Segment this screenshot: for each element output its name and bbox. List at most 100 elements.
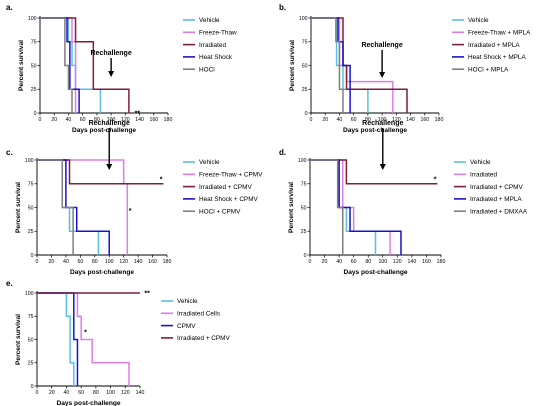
legend-label: Irradiated + CPMV xyxy=(199,184,252,191)
x-tick-label: 140 xyxy=(408,259,417,265)
y-tick-label: 0 xyxy=(34,111,37,117)
legend-label: HOCl xyxy=(199,66,215,73)
survival-line-3 xyxy=(310,159,438,185)
x-tick-label: 80 xyxy=(365,117,371,123)
survival-line-5 xyxy=(311,17,344,113)
survival-line-4 xyxy=(311,17,351,113)
x-tick-label: 20 xyxy=(49,259,55,265)
y-tick-label: 75 xyxy=(28,314,34,320)
x-tick-label: 120 xyxy=(121,117,130,123)
significance-mark: * xyxy=(84,330,87,337)
legend-label: Freeze-Thaw + MPLA xyxy=(468,30,531,37)
x-axis-title: Days post-challenge xyxy=(72,127,136,134)
x-tick-label: 140 xyxy=(136,390,145,396)
legend-label: CPMV xyxy=(177,323,196,330)
rechallenge-arrow-head xyxy=(379,164,386,170)
x-tick-label: 100 xyxy=(106,390,115,396)
x-tick-label: 180 xyxy=(437,259,446,265)
x-tick-label: 20 xyxy=(49,390,55,396)
panel-letter: d. xyxy=(279,148,286,157)
survival-line-4 xyxy=(310,159,402,255)
x-tick-label: 0 xyxy=(310,117,313,123)
x-tick-label: 20 xyxy=(51,117,57,123)
legend-label: Vehicle xyxy=(468,17,489,24)
survival-panel-3: c. 0 25 50 75 100 0 20 40 60 80 100 120 140 160 180 Days… xyxy=(6,120,263,276)
y-tick-label: 25 xyxy=(31,87,37,93)
x-axis-title: Days post-challenge xyxy=(56,400,120,406)
y-tick-label: 75 xyxy=(301,182,307,188)
rechallenge-arrow-head xyxy=(108,71,115,77)
x-tick-label: 40 xyxy=(336,259,342,265)
x-tick-label: 180 xyxy=(435,117,444,123)
y-tick-label: 50 xyxy=(28,337,34,343)
x-tick-label: 60 xyxy=(351,117,357,123)
legend-label: Irradiated + MPLA xyxy=(468,42,520,49)
x-tick-label: 60 xyxy=(80,117,86,123)
y-tick-label: 25 xyxy=(28,229,34,235)
y-tick-label: 100 xyxy=(25,158,34,164)
legend-label: Irradiated + DMXAA xyxy=(470,208,528,215)
x-tick-label: 180 xyxy=(164,117,173,123)
y-tick-label: 50 xyxy=(302,63,308,69)
panel-letter: c. xyxy=(6,148,13,157)
survival-line-4 xyxy=(40,17,80,113)
survival-line-2 xyxy=(37,159,129,255)
rechallenge-label: Rechallenge xyxy=(89,120,130,127)
x-tick-label: 40 xyxy=(64,390,70,396)
x-axis-title: Days post-challenge xyxy=(343,127,407,134)
x-tick-label: 80 xyxy=(92,259,98,265)
significance-mark: * xyxy=(434,177,437,184)
x-tick-label: 0 xyxy=(39,117,42,123)
legend-label: Irradiated + CPMV xyxy=(470,184,523,191)
significance-mark: * xyxy=(160,177,163,184)
legend-label: HOCl + MPLA xyxy=(468,66,509,73)
y-axis-title: Percent survival xyxy=(289,40,296,91)
y-tick-label: 25 xyxy=(302,87,308,93)
y-tick-label: 75 xyxy=(28,182,34,188)
x-tick-label: 60 xyxy=(78,390,84,396)
x-tick-label: 60 xyxy=(77,259,83,265)
y-axis-title: Percent survival xyxy=(15,182,22,233)
panel-letter: e. xyxy=(6,279,13,288)
survival-line-2 xyxy=(311,17,394,113)
survival-panel-5: e. 0 25 50 75 100 0 20 40 60 80 100 120 140 Days post-… xyxy=(6,279,230,406)
y-axis-title: Percent survival xyxy=(15,314,22,365)
y-tick-label: 25 xyxy=(301,229,307,235)
x-tick-label: 20 xyxy=(322,259,328,265)
x-tick-label: 0 xyxy=(36,390,39,396)
y-tick-label: 0 xyxy=(305,111,308,117)
y-tick-label: 100 xyxy=(299,16,308,22)
x-tick-label: 100 xyxy=(107,117,116,123)
x-tick-label: 80 xyxy=(94,117,100,123)
survival-line-3 xyxy=(40,17,130,113)
survival-line-1 xyxy=(37,292,75,386)
x-tick-label: 80 xyxy=(93,390,99,396)
panel-letter: b. xyxy=(279,3,286,12)
legend-label: Freeze-Thaw + CPMV xyxy=(199,172,263,179)
survival-panel-2: b. 0 25 50 75 100 0 20 40 60 80 100 120 140 160 180 Days… xyxy=(279,3,531,134)
rechallenge-arrow-head xyxy=(379,72,386,78)
x-tick-label: 120 xyxy=(121,390,130,396)
x-tick-label: 100 xyxy=(378,117,387,123)
y-tick-label: 50 xyxy=(31,63,37,69)
x-tick-label: 100 xyxy=(105,259,114,265)
x-tick-label: 40 xyxy=(337,117,343,123)
significance-mark: ** xyxy=(135,111,141,118)
legend-label: Irradiated + CPMV xyxy=(177,335,230,342)
legend-label: HOCl + CPMV xyxy=(199,208,241,215)
x-tick-label: 120 xyxy=(119,259,128,265)
legend-label: Vehicle xyxy=(199,159,220,166)
x-tick-label: 120 xyxy=(393,259,402,265)
x-tick-label: 160 xyxy=(422,259,431,265)
legend-label: Irradiated + MPLA xyxy=(470,196,522,203)
x-tick-label: 140 xyxy=(135,117,144,123)
y-tick-label: 0 xyxy=(31,384,34,390)
x-tick-label: 160 xyxy=(420,117,429,123)
rechallenge-label: Rechallenge xyxy=(90,50,131,57)
y-tick-label: 50 xyxy=(28,205,34,211)
x-axis-title: Days post-challenge xyxy=(70,269,134,276)
x-tick-label: 160 xyxy=(149,117,158,123)
survival-line-1 xyxy=(40,17,102,113)
survival-line-2 xyxy=(37,292,130,386)
